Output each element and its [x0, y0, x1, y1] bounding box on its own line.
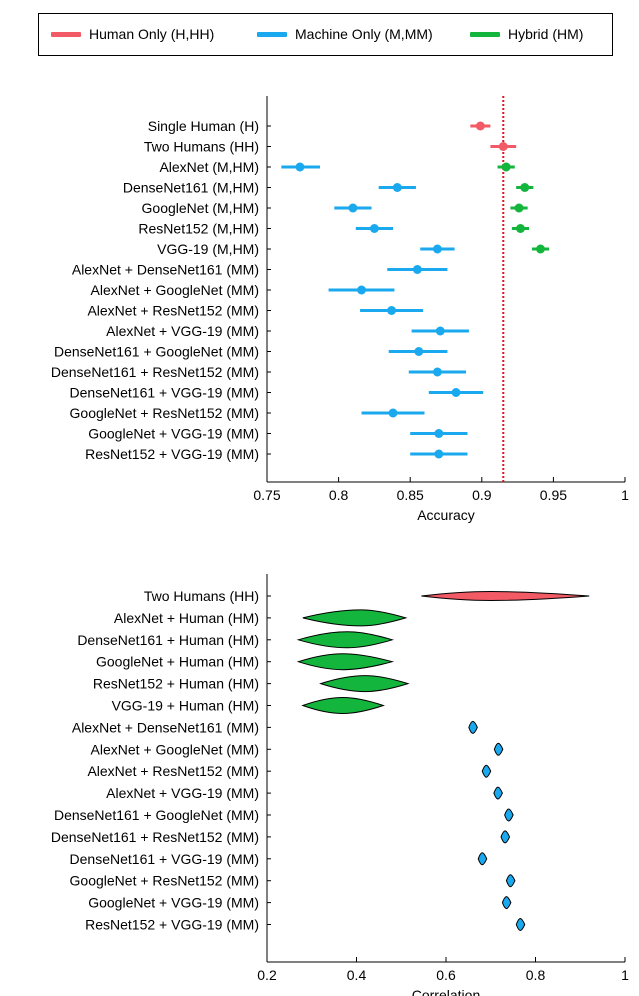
accuracy-point [434, 429, 444, 438]
accuracy-category-label: GoogleNet (M,HM) [142, 200, 259, 216]
correlation-violin [481, 764, 492, 778]
accuracy-point [412, 265, 422, 274]
accuracy-point [514, 203, 524, 213]
accuracy-category-label: VGG-19 (M,HM) [157, 241, 259, 257]
accuracy-point [501, 162, 511, 172]
accuracy-category-label: Two Humans (HH) [144, 139, 259, 155]
accuracy-point [536, 244, 546, 254]
accuracy-point [414, 347, 424, 356]
accuracy-category-label: Single Human (H) [148, 118, 259, 134]
correlation-violin [504, 808, 514, 822]
legend-label-human: Human Only (H,HH) [89, 26, 215, 42]
correlation-category-label: ResNet152 + Human (HM) [93, 676, 259, 692]
legend-swatch-hybrid [470, 31, 500, 37]
correlation-x-tick-label: 0.2 [257, 967, 277, 983]
accuracy-category-label: ResNet152 (M,HM) [138, 221, 259, 237]
accuracy-x-tick-label: 1 [621, 487, 629, 503]
accuracy-category-label: DenseNet161 + GoogleNet (MM) [54, 344, 259, 360]
correlation-violin [301, 696, 385, 715]
correlation-x-tick-label: 0.6 [436, 967, 456, 983]
correlation-violin [302, 609, 408, 627]
accuracy-point [475, 121, 485, 131]
accuracy-category-label: DenseNet161 + ResNet152 (MM) [51, 364, 259, 380]
correlation-violin [477, 852, 488, 866]
correlation-category-label: GoogleNet + ResNet152 (MM) [70, 873, 259, 889]
correlation-violin [515, 917, 526, 932]
accuracy-category-label: GoogleNet + ResNet152 (MM) [70, 405, 259, 421]
accuracy-category-label: DenseNet161 + VGG-19 (MM) [70, 385, 259, 401]
accuracy-x-tick-label: 0.95 [540, 487, 567, 503]
correlation-category-label: DenseNet161 + Human (HM) [77, 632, 259, 648]
accuracy-point [451, 388, 461, 397]
correlation-violin [296, 631, 395, 649]
correlation-category-label: Two Humans (HH) [144, 588, 259, 604]
legend-item-human: Human Only (H,HH) [51, 26, 214, 42]
legend-item-hybrid: Hybrid (HM) [470, 26, 583, 42]
correlation-violin [296, 653, 395, 671]
correlation-x-axis-label: Correlation [412, 987, 480, 996]
accuracy-point [357, 285, 367, 295]
accuracy-category-label: AlexNet + ResNet152 (MM) [87, 303, 259, 319]
accuracy-point [520, 183, 530, 192]
accuracy-point [432, 367, 442, 377]
accuracy-point [295, 162, 305, 172]
correlation-violin [505, 874, 516, 888]
accuracy-x-tick-label: 0.85 [397, 487, 424, 503]
accuracy-category-label: DenseNet161 (M,HM) [123, 180, 259, 196]
correlation-category-label: VGG-19 + Human (HM) [112, 698, 259, 714]
accuracy-x-axis-label: Accuracy [417, 507, 475, 523]
legend-swatch-machine [257, 31, 287, 37]
accuracy-point [432, 244, 442, 254]
accuracy-category-label: AlexNet + GoogleNet (MM) [91, 282, 259, 298]
correlation-violin [501, 896, 512, 910]
accuracy-point [387, 306, 397, 315]
correlation-category-label: AlexNet + GoogleNet (MM) [91, 741, 259, 757]
accuracy-x-tick-label: 0.8 [329, 487, 349, 503]
correlation-x-tick-label: 0.4 [347, 967, 367, 983]
accuracy-point [388, 408, 398, 418]
correlation-category-label: GoogleNet + VGG-19 (MM) [88, 895, 259, 911]
correlation-violin [319, 675, 410, 693]
correlation-violin [500, 830, 511, 844]
legend-swatch-human [51, 31, 81, 37]
accuracy-point [498, 142, 508, 151]
correlation-category-label: DenseNet161 + ResNet152 (MM) [51, 829, 259, 845]
correlation-category-label: AlexNet + DenseNet161 (MM) [72, 719, 259, 735]
legend-item-machine: Machine Only (M,MM) [257, 26, 433, 42]
correlation-violin [493, 786, 503, 800]
accuracy-category-label: AlexNet + VGG-19 (MM) [106, 323, 259, 339]
correlation-category-label: AlexNet + VGG-19 (MM) [106, 785, 259, 801]
accuracy-category-label: AlexNet (M,HM) [159, 159, 259, 175]
correlation-violin [468, 720, 478, 734]
correlation-category-label: GoogleNet + Human (HM) [96, 654, 259, 670]
correlation-violin [493, 742, 504, 756]
accuracy-category-label: AlexNet + DenseNet161 (MM) [72, 262, 259, 278]
correlation-category-label: AlexNet + ResNet152 (MM) [87, 763, 259, 779]
accuracy-chart: 0.75 0.8 0.85 0.9 0.95 1 Accuracy Single Human … [51, 96, 629, 523]
accuracy-point [515, 224, 525, 233]
correlation-violin [421, 590, 590, 602]
legend: Human Only (H,HH) Machine Only (M,MM) Hy… [38, 13, 613, 56]
accuracy-category-label: ResNet152 + VGG-19 (MM) [85, 446, 259, 462]
correlation-category-label: ResNet152 + VGG-19 (MM) [85, 917, 259, 933]
accuracy-x-tick-label: 0.9 [472, 487, 492, 503]
accuracy-point [348, 203, 358, 213]
correlation-x-tick-label: 1 [621, 967, 629, 983]
accuracy-point [434, 449, 444, 459]
accuracy-point [369, 224, 379, 233]
accuracy-point [435, 326, 445, 336]
correlation-category-label: DenseNet161 + VGG-19 (MM) [70, 851, 259, 867]
correlation-x-tick-label: 0.8 [526, 967, 546, 983]
correlation-category-label: AlexNet + Human (HM) [114, 610, 259, 626]
accuracy-category-label: GoogleNet + VGG-19 (MM) [88, 426, 259, 442]
legend-label-machine: Machine Only (M,MM) [295, 26, 433, 42]
accuracy-point [392, 183, 402, 192]
correlation-chart: 0.2 0.4 0.6 0.8 1 Correlation Two Humans (HH) A… [51, 574, 629, 996]
legend-label-hybrid: Hybrid (HM) [508, 26, 584, 42]
correlation-category-label: DenseNet161 + GoogleNet (MM) [54, 807, 259, 823]
accuracy-x-tick-label: 0.75 [253, 487, 280, 503]
